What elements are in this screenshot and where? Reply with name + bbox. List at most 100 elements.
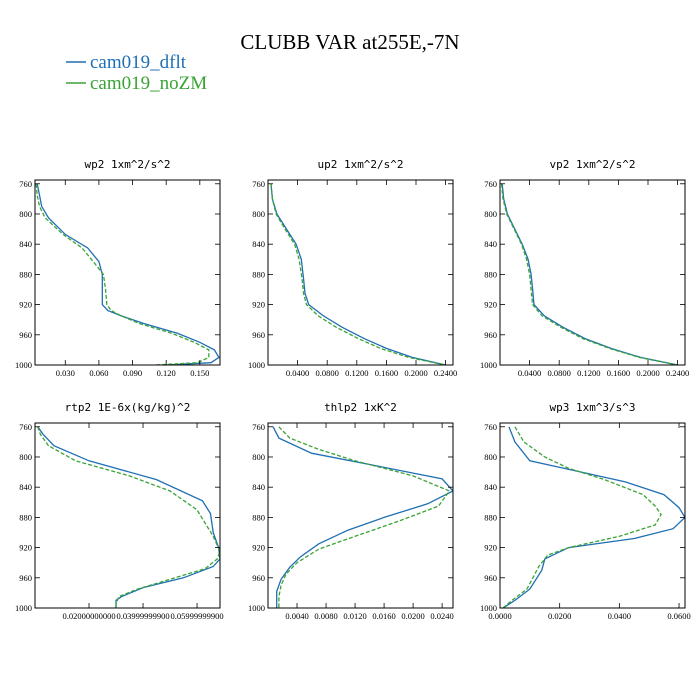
- y-tick-label: 1000: [15, 603, 32, 613]
- x-tick-label: 0.1600: [375, 368, 398, 378]
- y-tick-label: 840: [252, 482, 265, 492]
- y-tick-label: 840: [19, 482, 32, 492]
- y-tick-label: 960: [252, 573, 265, 583]
- x-tick-label: 0.02000000000: [62, 611, 115, 621]
- panel-title: rtp2 1E-6x(kg/kg)^2: [65, 401, 191, 414]
- panel-2: up2 1xm^2/s^2 760 800 840 880 920 960 1000 0.040…: [248, 158, 457, 378]
- y-tick-label: 1000: [248, 603, 265, 613]
- y-tick-label: 960: [484, 330, 497, 340]
- series-line-nozm: [278, 426, 451, 608]
- x-tick-label: 0.0240: [430, 611, 453, 621]
- y-tick-label: 760: [19, 179, 32, 189]
- y-tick-label: 920: [19, 300, 32, 310]
- y-tick-label: 960: [19, 573, 32, 583]
- panel-6: wp3 1xm^3/s^3 760 800 840 880 920 960 10000.000…: [480, 401, 691, 621]
- y-tick-label: 840: [252, 239, 265, 249]
- x-tick-label: 0.2000: [636, 368, 659, 378]
- panel-1: wp2 1xm^2/s^2 760 800 840 880 920 960 1000 0.030…: [15, 158, 221, 378]
- series-line-dflt: [270, 183, 446, 365]
- y-tick-label: 960: [484, 573, 497, 583]
- y-tick-label: 760: [19, 422, 32, 432]
- y-tick-label: 880: [19, 512, 32, 522]
- y-tick-label: 800: [484, 452, 497, 462]
- y-tick-label: 840: [19, 239, 32, 249]
- y-tick-label: 800: [252, 209, 265, 219]
- y-tick-label: 880: [484, 269, 497, 279]
- legend: cam019_dflt cam019_noZM: [66, 52, 207, 94]
- x-tick-label: 0.05999999900: [170, 611, 223, 621]
- x-tick-label: 0.060: [89, 368, 108, 378]
- y-tick-label: 800: [252, 452, 265, 462]
- series-line-nozm: [500, 183, 678, 365]
- y-tick-label: 800: [19, 452, 32, 462]
- y-tick-label: 880: [484, 512, 497, 522]
- x-tick-label: 0.0200: [548, 611, 571, 621]
- y-tick-label: 840: [484, 482, 497, 492]
- panel-4: rtp2 1E-6x(kg/kg)^2 760 800 840 880 920 960 100…: [15, 401, 224, 621]
- y-tick-label: 1000: [248, 360, 265, 370]
- panel-title: up2 1xm^2/s^2: [317, 158, 403, 171]
- y-tick-label: 920: [484, 543, 497, 553]
- panel-title: thlp2 1xK^2: [324, 401, 397, 414]
- y-tick-label: 800: [19, 209, 32, 219]
- figure-title: CLUBB VAR at255E,-7N: [240, 30, 459, 54]
- y-tick-label: 960: [252, 330, 265, 340]
- x-tick-label: 0.090: [123, 368, 142, 378]
- x-tick-label: 0.0400: [286, 368, 309, 378]
- x-tick-label: 0.0800: [548, 368, 571, 378]
- x-tick-label: 0.0400: [518, 368, 541, 378]
- x-tick-label: 0.0040: [285, 611, 308, 621]
- y-tick-label: 920: [484, 300, 497, 310]
- series-line-nozm: [270, 183, 446, 365]
- x-tick-label: 0.2400: [666, 368, 689, 378]
- y-tick-label: 840: [484, 239, 497, 249]
- panel-frame: [34, 422, 221, 609]
- y-tick-label: 880: [252, 512, 265, 522]
- y-tick-label: 760: [252, 422, 265, 432]
- panel-grid: wp2 1xm^2/s^2 760 800 840 880 920 960 1000 0.030…: [15, 158, 691, 621]
- y-tick-label: 920: [252, 300, 265, 310]
- y-tick-label: 760: [252, 179, 265, 189]
- x-tick-label: 0.2400: [434, 368, 457, 378]
- y-tick-label: 1000: [480, 603, 497, 613]
- x-tick-label: 0.0160: [372, 611, 395, 621]
- y-tick-label: 880: [252, 269, 265, 279]
- series-line-dflt: [501, 183, 678, 365]
- y-tick-label: 760: [484, 179, 497, 189]
- series-line-dflt: [37, 426, 220, 608]
- x-tick-label: 0.0400: [608, 611, 631, 621]
- series-line-nozm: [35, 183, 210, 365]
- y-tick-label: 880: [19, 269, 32, 279]
- x-tick-label: 0.03999999900: [116, 611, 169, 621]
- series-line-dflt: [36, 183, 220, 365]
- panel-title: wp3 1xm^3/s^3: [549, 401, 635, 414]
- y-tick-label: 920: [19, 543, 32, 553]
- panel-frame: [499, 179, 686, 366]
- panel-5: thlp2 1xK^2 760 800 840 880 920 960 1000 0.0040 0…: [248, 401, 454, 621]
- series-line-dflt: [272, 426, 453, 608]
- x-tick-label: 0.2000: [404, 368, 427, 378]
- y-tick-label: 920: [252, 543, 265, 553]
- panel-title: wp2 1xm^2/s^2: [84, 158, 170, 171]
- x-tick-label: 0.150: [190, 368, 209, 378]
- series-line-nozm: [502, 426, 662, 608]
- panel-frame: [499, 422, 686, 609]
- x-tick-label: 0.0080: [314, 611, 337, 621]
- x-tick-label: 0.0000: [488, 611, 511, 621]
- y-tick-label: 800: [484, 209, 497, 219]
- x-tick-label: 0.0120: [343, 611, 366, 621]
- x-tick-label: 0.1200: [345, 368, 368, 378]
- y-tick-label: 1000: [15, 360, 32, 370]
- panel-frame: [34, 179, 221, 366]
- x-tick-label: 0.1200: [577, 368, 600, 378]
- x-tick-label: 0.0600: [667, 611, 690, 621]
- panel-frame: [267, 422, 454, 609]
- x-tick-label: 0.0200: [401, 611, 424, 621]
- legend-label-nozm: cam019_noZM: [90, 73, 207, 94]
- panel-3: vp2 1xm^2/s^2 760 800 840 880 920 960 1000 0.040…: [480, 158, 689, 378]
- x-tick-label: 0.120: [157, 368, 176, 378]
- y-tick-label: 960: [19, 330, 32, 340]
- x-tick-label: 0.0800: [316, 368, 339, 378]
- y-tick-label: 760: [484, 422, 497, 432]
